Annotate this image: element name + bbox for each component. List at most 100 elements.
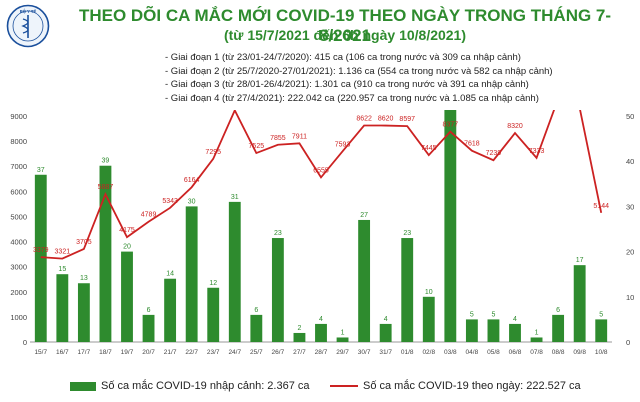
line-value-label: 8597 [399,116,415,123]
bar-value-label: 6 [147,307,151,314]
x-tick-label: 15/7 [34,349,47,356]
y-left-tick-label: 4000 [10,238,27,247]
legend-total: Số ca mắc COVID-19 theo ngày: 222.527 ca [330,380,581,392]
y-right-tick-label: 30 [626,202,634,211]
bar-value-label: 13 [80,275,88,282]
x-tick-label: 08/8 [552,349,565,356]
line-value-label: 3705 [76,239,92,246]
phase-3-text: - Giai đoạn 3 (từ 28/01-26/4/2021): 1.30… [165,79,529,90]
bar-value-label: 27 [360,212,368,219]
bar-value-label: 4 [513,316,517,323]
bar-value-label: 14 [166,271,174,278]
x-tick-label: 07/8 [530,349,543,356]
line-value-label: 8320 [507,123,523,130]
bar [336,337,349,342]
line-value-label: 7295 [205,149,221,156]
x-tick-label: 10/8 [595,349,608,356]
bar [271,238,284,342]
chart-subtitle: (từ 15/7/2021 đến 6h ngày 10/8/2021) [223,27,467,43]
bar [293,332,306,342]
x-tick-label: 05/8 [487,349,500,356]
bar [34,174,47,342]
line-value-label: 7239 [486,150,502,157]
line-value-label: 8377 [443,122,459,129]
y-left-tick-label: 1000 [10,313,27,322]
bar-value-label: 1 [341,329,345,336]
bar [164,278,177,342]
line-value-label: 7333 [529,148,545,155]
bar-value-label: 5 [470,311,474,318]
y-right-tick-label: 50 [626,112,634,121]
phase-2-text: - Giai đoạn 2 (từ 25/7/2020-27/01/2021):… [165,65,553,77]
combo-chart: 0100020003000400050006000700080009000010… [10,110,634,356]
y-left-tick-label: 8000 [10,137,27,146]
y-left-tick-label: 7000 [10,162,27,171]
x-tick-label: 25/7 [250,349,263,356]
x-tick-label: 23/7 [207,349,220,356]
line-value-label: 7855 [270,135,286,142]
legend-total-swatch [330,385,358,388]
bar [595,319,608,342]
legend-total-label: Số ca mắc COVID-19 theo ngày: 222.527 ca [363,380,581,392]
y-right-tick-label: 40 [626,157,634,166]
bar [228,201,241,342]
x-tick-label: 06/8 [509,349,522,356]
x-tick-label: 17/7 [78,349,91,356]
bar-value-label: 30 [188,198,196,205]
bar-value-label: 15 [58,266,66,273]
y-left-tick-label: 6000 [10,187,27,196]
phase-1-text: - Giai đoạn 1 (từ 23/01-24/7/2020): 415 … [165,52,521,63]
bar [422,296,435,342]
x-tick-label: 16/7 [56,349,69,356]
total-cases-line [40,110,603,260]
bar-value-label: 10 [425,289,433,296]
bar-value-label: 1 [535,329,539,336]
bar-value-label: 17 [576,257,584,264]
phase-4-text: - Giai đoạn 4 (từ 27/4/2021): 222.042 ca… [165,92,539,104]
bar [552,314,565,342]
legend-imported: Số ca mắc COVID-19 nhập cảnh: 2.367 ca [70,380,310,392]
line-value-label: 7445 [421,145,437,152]
bar-value-label: 5 [599,311,603,318]
x-tick-label: 31/7 [379,349,392,356]
x-tick-label: 24/7 [228,349,241,356]
line-value-label: 6555 [313,167,329,174]
bar [207,287,220,342]
bar-value-label: 6 [254,307,258,314]
y-right-tick-label: 20 [626,248,634,257]
line-value-label: 4789 [141,212,157,219]
bar [358,219,371,342]
x-tick-label: 21/7 [164,349,177,356]
y-right-tick-label: 10 [626,293,634,302]
bar [315,323,327,342]
x-tick-label: 28/7 [315,349,328,356]
bar-value-label: 23 [274,230,282,237]
x-tick-label: 19/7 [121,349,134,356]
x-tick-label: 26/7 [272,349,285,356]
x-tick-label: 18/7 [99,349,112,356]
bar-value-label: 39 [102,158,110,165]
bar [142,314,155,342]
y-left-tick-label: 2000 [10,288,27,297]
line-value-label: 4175 [119,227,135,234]
bar [530,337,543,342]
bar [487,319,500,342]
line-value-label: 7911 [292,133,307,140]
x-tick-label: 30/7 [358,349,371,356]
bar [573,265,586,342]
x-tick-label: 27/7 [293,349,306,356]
bar-value-label: 2 [297,325,301,332]
bar [509,323,521,342]
x-tick-label: 20/7 [142,349,155,356]
y-right-tick-label: 0 [626,338,630,347]
bar-value-label: 4 [319,316,323,323]
y-left-tick-label: 9000 [10,112,27,121]
x-tick-label: 03/8 [444,349,457,356]
line-value-label: 5144 [593,203,609,210]
line-value-label: 3379 [33,247,49,254]
chart-title: THEO DÕI CA MẮC MỚI COVID-19 THEO NGÀY T… [78,6,612,45]
legend-imported-label: Số ca mắc COVID-19 nhập cảnh: 2.367 ca [101,380,310,392]
line-value-label: 8620 [378,116,394,123]
x-tick-label: 02/8 [422,349,435,356]
bar [99,165,112,342]
